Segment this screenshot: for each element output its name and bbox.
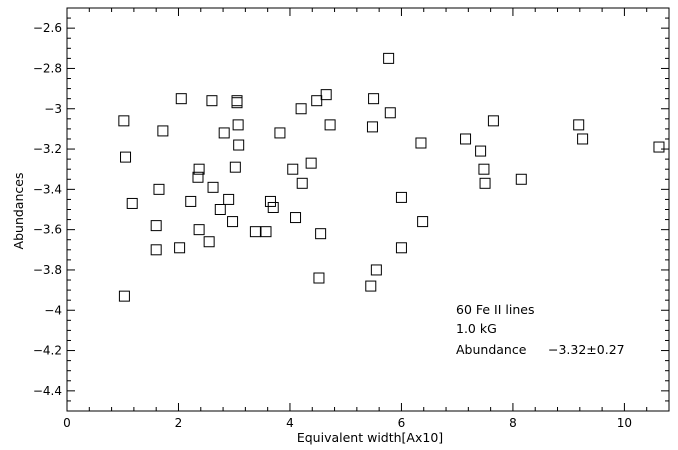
y-tick-label: −3.6 (33, 223, 62, 237)
data-point (218, 127, 230, 139)
data-point (214, 204, 226, 215)
data-point (193, 163, 205, 175)
data-point (223, 193, 235, 205)
data-point (126, 197, 138, 209)
data-point (206, 95, 218, 107)
data-point (232, 119, 244, 131)
data-point (368, 93, 380, 105)
data-point (305, 157, 317, 169)
data-point (150, 244, 162, 256)
y-tick-label: −2.8 (33, 61, 62, 75)
x-tick-label: 8 (509, 416, 517, 430)
data-point (478, 163, 490, 175)
y-tick-label: −4.2 (33, 344, 62, 358)
data-point (267, 201, 279, 213)
x-tick-label: 2 (175, 416, 183, 430)
data-point (227, 216, 239, 228)
y-tick-label: −3.4 (33, 182, 62, 196)
y-tick-label: −4.4 (33, 384, 62, 398)
data-point (290, 212, 302, 224)
data-point (185, 195, 197, 207)
data-point (118, 290, 130, 302)
x-tick-label: 10 (617, 416, 632, 430)
data-point (193, 224, 205, 236)
data-point (231, 95, 243, 107)
y-tick-label: −2.6 (33, 21, 62, 35)
data-point (150, 220, 162, 232)
data-point (370, 264, 382, 276)
data-point (460, 133, 472, 145)
x-tick-label: 4 (286, 416, 294, 430)
data-point (395, 242, 407, 254)
data-point (287, 163, 299, 175)
data-point (118, 115, 130, 127)
data-point (320, 89, 332, 101)
data-point (384, 107, 396, 119)
x-tick-label: 0 (63, 416, 71, 430)
data-point (395, 191, 407, 203)
data-point (573, 119, 585, 131)
data-point (324, 119, 336, 131)
data-point (274, 127, 286, 139)
data-point (203, 236, 215, 248)
data-point (249, 226, 261, 238)
data-point (264, 195, 276, 207)
data-point (120, 151, 132, 163)
x-tick-label: 6 (398, 416, 406, 430)
data-point (653, 141, 665, 153)
data-point (192, 171, 204, 183)
data-point (313, 272, 325, 284)
data-point (153, 183, 165, 195)
x-axis: 0 2 4 6 8 10 (63, 8, 670, 430)
annotation-abundance-label: Abundance (456, 342, 527, 357)
data-point (315, 228, 327, 240)
data-point (175, 93, 187, 105)
data-point (231, 97, 243, 109)
annotation-line-count: 60 Fe II lines (456, 302, 534, 317)
data-point (366, 121, 378, 133)
data-point (157, 125, 169, 137)
data-point (229, 161, 241, 173)
data-point (207, 181, 219, 193)
data-point (311, 95, 323, 107)
data-point (577, 133, 589, 145)
data-point (383, 52, 395, 64)
x-axis-title: Equivalent width[Ax10] (297, 430, 443, 445)
annotation-abundance-value: −3.32±0.27 (548, 342, 625, 357)
data-point (174, 242, 186, 254)
y-tick-label: −3.8 (33, 263, 62, 277)
data-point (233, 139, 245, 151)
data-points (118, 52, 665, 302)
data-point (295, 103, 307, 115)
y-tick-label: −3 (44, 102, 62, 116)
y-tick-label: −4 (44, 303, 62, 317)
data-point (365, 280, 377, 292)
data-point (479, 177, 491, 189)
data-point (296, 177, 308, 189)
y-axis: −2.6 −2.8 −3 −3.2 −3.4 −3.6 −3.8 −4 −4.2 −4.4 (33, 7, 669, 412)
y-axis-title: Abundances (11, 173, 26, 250)
y-tick-label: −3.2 (33, 142, 62, 156)
data-point (260, 226, 272, 238)
data-point (475, 145, 487, 157)
data-point (417, 216, 429, 228)
annotation-field-strength: 1.0 kG (456, 321, 497, 336)
data-point (515, 173, 527, 185)
data-point (415, 137, 427, 149)
data-point (487, 115, 499, 127)
